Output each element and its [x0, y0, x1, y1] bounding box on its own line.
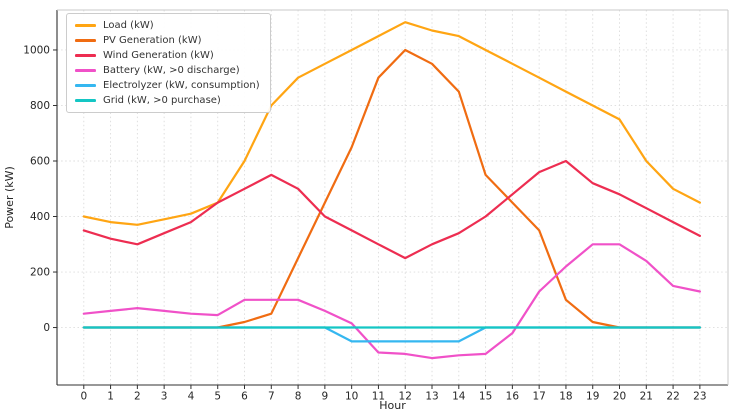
x-tick-label: 18 — [559, 391, 572, 403]
x-tick-label: 11 — [372, 391, 385, 403]
x-tick-label: 17 — [532, 391, 545, 403]
legend-label: Grid (kW, >0 purchase) — [103, 95, 221, 106]
legend-label: Wind Generation (kW) — [103, 50, 214, 61]
x-tick-label: 19 — [586, 391, 599, 403]
x-tick-label: 8 — [295, 391, 302, 403]
x-tick-label: 6 — [241, 391, 248, 403]
y-tick-label: 1000 — [23, 44, 50, 56]
y-tick-label: 400 — [30, 211, 50, 223]
x-tick-label: 12 — [399, 391, 412, 403]
x-tick-label: 23 — [693, 391, 706, 403]
legend-label: Load (kW) — [103, 20, 154, 31]
x-tick-label: 13 — [425, 391, 438, 403]
x-tick-label: 21 — [640, 391, 653, 403]
series-line-load-kw — [82, 21, 702, 226]
legend-label: PV Generation (kW) — [103, 35, 202, 46]
x-tick-label: 20 — [613, 391, 626, 403]
legend-line-swatch — [75, 84, 96, 87]
y-tick-label: 0 — [43, 322, 50, 334]
series-line-battery-kw-0-discharge — [82, 243, 702, 360]
legend-line-swatch — [75, 54, 96, 57]
x-tick-label: 7 — [268, 391, 275, 403]
legend-line-swatch — [75, 24, 96, 27]
x-tick-label: 5 — [214, 391, 221, 403]
series-line-wind-generation-kw — [82, 159, 702, 260]
y-axis-label: Power (kW) — [3, 166, 16, 229]
legend-label: Electrolyzer (kW, consumption) — [103, 80, 260, 91]
y-tick-label: 600 — [30, 155, 50, 167]
x-tick-label: 22 — [666, 391, 679, 403]
legend-item-pv-generation-kw: PV Generation (kW) — [75, 34, 260, 47]
x-tick-label: 10 — [345, 391, 358, 403]
x-tick-label: 3 — [161, 391, 168, 403]
legend-item-battery-kw-0-discharge: Battery (kW, >0 discharge) — [75, 64, 260, 77]
legend-line-swatch — [75, 39, 96, 42]
x-tick-label: 15 — [479, 391, 492, 403]
x-tick-label: 4 — [188, 391, 195, 403]
legend-line-swatch — [75, 69, 96, 72]
x-tick-label: 9 — [322, 391, 329, 403]
y-tick-label: 200 — [30, 267, 50, 279]
x-tick-label: 16 — [506, 391, 520, 403]
x-tick-label: 14 — [452, 391, 466, 403]
x-tick-label: 1 — [107, 391, 114, 403]
y-tick-label: 800 — [30, 100, 50, 112]
legend-item-wind-generation-kw: Wind Generation (kW) — [75, 49, 260, 62]
legend-line-swatch — [75, 99, 96, 102]
series-line-electrolyzer-kw-consumption — [82, 326, 702, 343]
legend-item-electrolyzer-kw-consumption: Electrolyzer (kW, consumption) — [75, 79, 260, 92]
x-tick-label: 2 — [134, 391, 141, 403]
x-tick-label: 0 — [80, 391, 87, 403]
legend-item-load-kw: Load (kW) — [75, 19, 260, 32]
x-axis-label: Hour — [379, 399, 406, 412]
legend-label: Battery (kW, >0 discharge) — [103, 65, 240, 76]
legend-item-grid-kw-0-purchase: Grid (kW, >0 purchase) — [75, 94, 260, 107]
chart-legend: Load (kW) PV Generation (kW) Wind Generati… — [66, 13, 271, 113]
